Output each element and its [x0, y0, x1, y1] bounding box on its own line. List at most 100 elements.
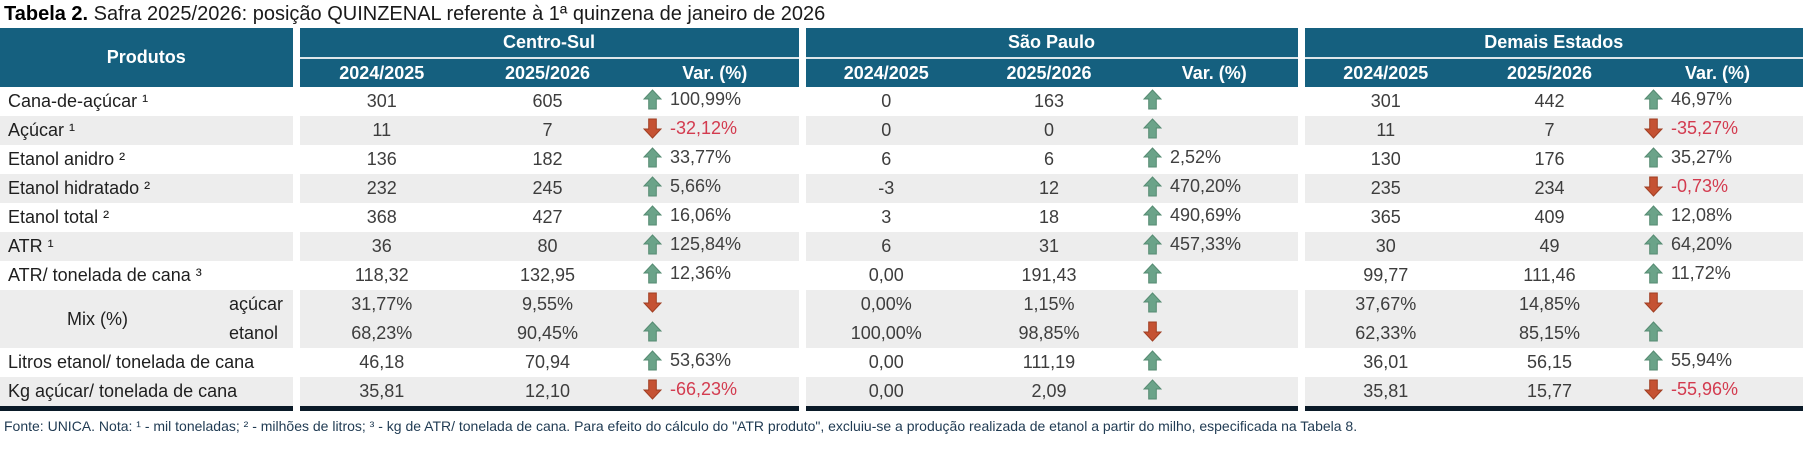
up-arrow-icon — [643, 146, 662, 167]
value-cell: 14,85% — [1467, 290, 1632, 319]
value-cell: 36,01 — [1297, 348, 1467, 377]
variation-percent: -32,12% — [670, 117, 738, 138]
up-arrow-icon — [1143, 175, 1162, 196]
variation-percent: 490,69% — [1170, 204, 1242, 225]
value-cell: 37,67% — [1297, 290, 1467, 319]
value-cell: 62,33% — [1297, 319, 1467, 348]
product-label: Etanol anidro ² — [0, 145, 296, 174]
down-arrow-icon — [1143, 321, 1162, 342]
variation-percent: -0,73% — [1671, 175, 1729, 196]
value-cell: 132,95 — [464, 261, 631, 290]
value-cell: 35,81 — [292, 377, 464, 409]
value-cell: 15,77 — [1467, 377, 1632, 409]
up-arrow-icon — [1143, 146, 1162, 167]
up-arrow-icon — [1644, 262, 1663, 283]
up-arrow-icon — [1143, 378, 1162, 399]
table-title-text: Safra 2025/2026: posição QUINZENAL refer… — [88, 3, 826, 25]
variation-cell: -66,23% — [631, 377, 802, 409]
value-cell: 232 — [292, 174, 464, 203]
variation-cell: 11,72% — [1632, 261, 1803, 290]
up-arrow-icon — [1644, 204, 1663, 225]
value-cell: 605 — [464, 87, 631, 116]
value-cell: 85,15% — [1467, 319, 1632, 348]
variation-percent: 5,66% — [670, 175, 722, 196]
value-cell: 18 — [967, 203, 1131, 232]
variation-cell: -0,73% — [1632, 174, 1803, 203]
variation-cell: 470,20% — [1131, 174, 1301, 203]
variation-cell: 457,33% — [1131, 232, 1301, 261]
sub-header-2024-2025: 2024/2025 — [798, 58, 967, 87]
value-cell: 9,55% — [464, 290, 631, 319]
product-sublabel: etanol — [195, 319, 296, 348]
table-row: etanol 68,23% 90,45% 100,00% 98,85% 62,33% 85,… — [0, 319, 1803, 348]
sub-header-2025-2026: 2025/2026 — [464, 58, 631, 87]
up-arrow-icon — [1143, 117, 1162, 138]
table-header: Produtos Centro-Sul São Paulo Demais Estad… — [0, 28, 1803, 87]
up-arrow-icon — [643, 262, 662, 283]
variation-cell — [1131, 261, 1301, 290]
value-cell: 163 — [967, 87, 1131, 116]
value-cell: 56,15 — [1467, 348, 1632, 377]
table-row: ATR/ tonelada de cana ³ 118,32 132,95 12,36… — [0, 261, 1803, 290]
value-cell: 90,45% — [464, 319, 631, 348]
value-cell: 12 — [967, 174, 1131, 203]
variation-percent: 64,20% — [1671, 233, 1733, 254]
value-cell: 49 — [1467, 232, 1632, 261]
variation-percent: 2,52% — [1170, 146, 1222, 167]
table-row: Litros etanol/ tonelada de cana 46,18 70,9… — [0, 348, 1803, 377]
variation-cell: 64,20% — [1632, 232, 1803, 261]
variation-cell — [1131, 348, 1301, 377]
variation-cell — [631, 290, 802, 319]
table-row: Açúcar ¹ 11 7 -32,12% 0 0 11 7 -35,27% — [0, 116, 1803, 145]
value-cell: 12,10 — [464, 377, 631, 409]
variation-cell: -35,27% — [1632, 116, 1803, 145]
value-cell: -3 — [798, 174, 967, 203]
product-label: Litros etanol/ tonelada de cana — [0, 348, 296, 377]
variation-cell — [1131, 377, 1301, 409]
value-cell: 7 — [1467, 116, 1632, 145]
value-cell: 136 — [292, 145, 464, 174]
sub-header-2025-2026: 2025/2026 — [967, 58, 1131, 87]
value-cell: 0 — [798, 116, 967, 145]
value-cell: 0,00 — [798, 377, 967, 409]
variation-percent: 16,06% — [670, 204, 732, 225]
table-row: Kg açúcar/ tonelada de cana 35,81 12,10 -66… — [0, 377, 1803, 409]
variation-percent: 457,33% — [1170, 233, 1242, 254]
table-title-number: Tabela 2. — [4, 3, 89, 25]
variation-percent: 125,84% — [670, 233, 742, 254]
value-cell: 111,19 — [967, 348, 1131, 377]
variation-percent: 53,63% — [670, 349, 732, 370]
value-cell: 36 — [292, 232, 464, 261]
sub-header-var-: Var. (%) — [1131, 58, 1301, 87]
down-arrow-icon — [643, 118, 662, 139]
value-cell: 31 — [967, 232, 1131, 261]
down-arrow-icon — [1644, 176, 1663, 197]
value-cell: 46,18 — [292, 348, 464, 377]
variation-cell — [631, 319, 802, 348]
value-cell: 442 — [1467, 87, 1632, 116]
value-cell: 301 — [292, 87, 464, 116]
variation-cell: 100,99% — [631, 87, 802, 116]
value-cell: 35,81 — [1297, 377, 1467, 409]
group-header-centro-sul: Centro-Sul — [292, 28, 802, 59]
variation-cell: 490,69% — [1131, 203, 1301, 232]
value-cell: 111,46 — [1467, 261, 1632, 290]
value-cell: 7 — [464, 116, 631, 145]
up-arrow-icon — [643, 233, 662, 254]
value-cell: 80 — [464, 232, 631, 261]
table-row: Etanol total ² 368 427 16,06% 3 18 490,69% 365 4… — [0, 203, 1803, 232]
value-cell: 118,32 — [292, 261, 464, 290]
product-label: Açúcar ¹ — [0, 116, 296, 145]
variation-percent: 12,08% — [1671, 204, 1733, 225]
product-sublabel: açúcar — [195, 290, 296, 319]
variation-percent: 12,36% — [670, 262, 732, 283]
down-arrow-icon — [643, 292, 662, 313]
up-arrow-icon — [643, 320, 662, 341]
value-cell: 0,00% — [798, 290, 967, 319]
sub-header-2025-2026: 2025/2026 — [1467, 58, 1632, 87]
sub-header-2024-2025: 2024/2025 — [292, 58, 464, 87]
up-arrow-icon — [1644, 146, 1663, 167]
table-row: Etanol anidro ² 136 182 33,77% 6 6 2,52% 130 176… — [0, 145, 1803, 174]
mix-group-label: Mix (%) — [0, 290, 195, 348]
value-cell: 11 — [1297, 116, 1467, 145]
